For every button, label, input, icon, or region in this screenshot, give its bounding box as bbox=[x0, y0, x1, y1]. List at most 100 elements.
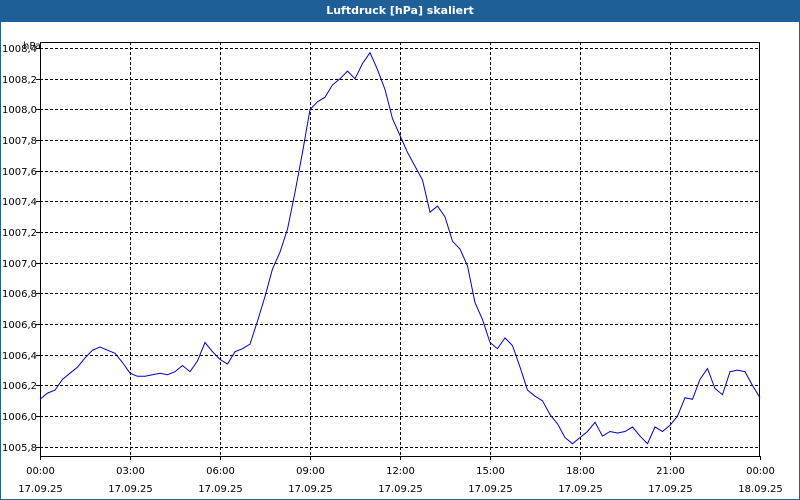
data-point bbox=[632, 426, 633, 427]
data-point bbox=[707, 368, 708, 369]
data-point bbox=[384, 89, 385, 90]
x-tick-time-label: 09:00 bbox=[296, 466, 325, 477]
x-tick-date-label: 17.09.25 bbox=[18, 484, 63, 495]
y-tick-label: 1007,8 bbox=[2, 136, 37, 147]
data-point bbox=[279, 252, 280, 253]
data-point bbox=[122, 362, 123, 363]
data-point bbox=[347, 71, 348, 72]
x-tick-time-label: 12:00 bbox=[386, 466, 415, 477]
data-point bbox=[669, 425, 670, 426]
data-point bbox=[302, 152, 303, 153]
data-point bbox=[182, 365, 183, 366]
data-point bbox=[144, 376, 145, 377]
data-point bbox=[264, 296, 265, 297]
data-point bbox=[572, 443, 573, 444]
data-point bbox=[167, 374, 168, 375]
data-point bbox=[249, 344, 250, 345]
data-point bbox=[219, 359, 220, 360]
data-point bbox=[227, 363, 228, 364]
x-tick-time-label: 00:00 bbox=[746, 466, 775, 477]
data-point bbox=[594, 422, 595, 423]
data-point bbox=[54, 390, 55, 391]
data-point bbox=[362, 63, 363, 64]
data-point bbox=[504, 337, 505, 338]
axes-frame bbox=[36, 42, 761, 460]
data-point bbox=[377, 69, 378, 70]
data-point bbox=[47, 393, 48, 394]
x-tick-time-label: 21:00 bbox=[656, 466, 685, 477]
data-point bbox=[512, 345, 513, 346]
data-point bbox=[684, 397, 685, 398]
data-point bbox=[272, 268, 273, 269]
x-tick-time-label: 18:00 bbox=[566, 466, 595, 477]
data-point bbox=[617, 432, 618, 433]
data-point bbox=[549, 414, 550, 415]
data-point bbox=[467, 265, 468, 266]
data-point bbox=[189, 371, 190, 372]
data-point bbox=[437, 206, 438, 207]
data-point bbox=[444, 216, 445, 217]
data-point bbox=[317, 101, 318, 102]
data-point bbox=[107, 350, 108, 351]
data-point bbox=[744, 371, 745, 372]
y-tick-label: 1006,0 bbox=[2, 412, 37, 423]
y-tick-label: 1008,4 bbox=[2, 44, 37, 55]
data-point bbox=[399, 135, 400, 136]
data-point bbox=[564, 437, 565, 438]
data-point bbox=[429, 212, 430, 213]
x-tick-time-label: 00:00 bbox=[26, 466, 55, 477]
x-tick-date-label: 18.09.25 bbox=[738, 484, 783, 495]
data-point bbox=[587, 431, 588, 432]
series-group bbox=[39, 51, 761, 445]
data-point bbox=[159, 373, 160, 374]
y-tick-label: 1006,8 bbox=[2, 289, 37, 300]
data-point bbox=[752, 385, 753, 386]
x-tick-time-label: 15:00 bbox=[476, 466, 505, 477]
data-point bbox=[152, 374, 153, 375]
data-point bbox=[234, 351, 235, 352]
data-point bbox=[242, 348, 243, 349]
y-tick-labels: 1005,8 1006,0 1006,2 1006,4 1006,6 1006,8 1007… bbox=[2, 44, 37, 454]
data-point bbox=[737, 370, 738, 371]
data-point bbox=[422, 179, 423, 180]
data-point bbox=[489, 342, 490, 343]
data-point bbox=[452, 241, 453, 242]
grid-lines bbox=[40, 42, 760, 456]
data-point bbox=[407, 152, 408, 153]
x-tick-date-label: 17.09.25 bbox=[558, 484, 603, 495]
data-point bbox=[294, 192, 295, 193]
data-point bbox=[114, 353, 115, 354]
data-point bbox=[39, 399, 40, 400]
data-point bbox=[392, 118, 393, 119]
data-point bbox=[62, 379, 63, 380]
data-point bbox=[369, 52, 370, 53]
data-point bbox=[497, 348, 498, 349]
data-point bbox=[699, 379, 700, 380]
data-point bbox=[257, 321, 258, 322]
y-axis-unit-label: hPa bbox=[23, 41, 41, 52]
data-point bbox=[459, 248, 460, 249]
data-point bbox=[324, 97, 325, 98]
data-point bbox=[624, 431, 625, 432]
window-title: Luftdruck [hPa] skaliert bbox=[1, 1, 799, 22]
data-point bbox=[309, 109, 310, 110]
data-point bbox=[99, 347, 100, 348]
data-point bbox=[602, 436, 603, 437]
y-tick-label: 1006,6 bbox=[2, 320, 37, 331]
y-tick-label: 1005,8 bbox=[2, 443, 37, 454]
data-point bbox=[287, 229, 288, 230]
x-tick-time-label: 06:00 bbox=[206, 466, 235, 477]
data-point bbox=[722, 394, 723, 395]
x-tick-time-label: 03:00 bbox=[116, 466, 145, 477]
data-point bbox=[654, 426, 655, 427]
series-line-luftdruck bbox=[39, 51, 761, 445]
data-point bbox=[414, 166, 415, 167]
y-tick-label: 1007,4 bbox=[2, 197, 37, 208]
x-tick-date-label: 17.09.25 bbox=[648, 484, 693, 495]
y-tick-label: 1008,0 bbox=[2, 105, 37, 116]
data-point bbox=[542, 400, 543, 401]
x-tick-date-label: 17.09.25 bbox=[198, 484, 243, 495]
data-point bbox=[84, 357, 85, 358]
